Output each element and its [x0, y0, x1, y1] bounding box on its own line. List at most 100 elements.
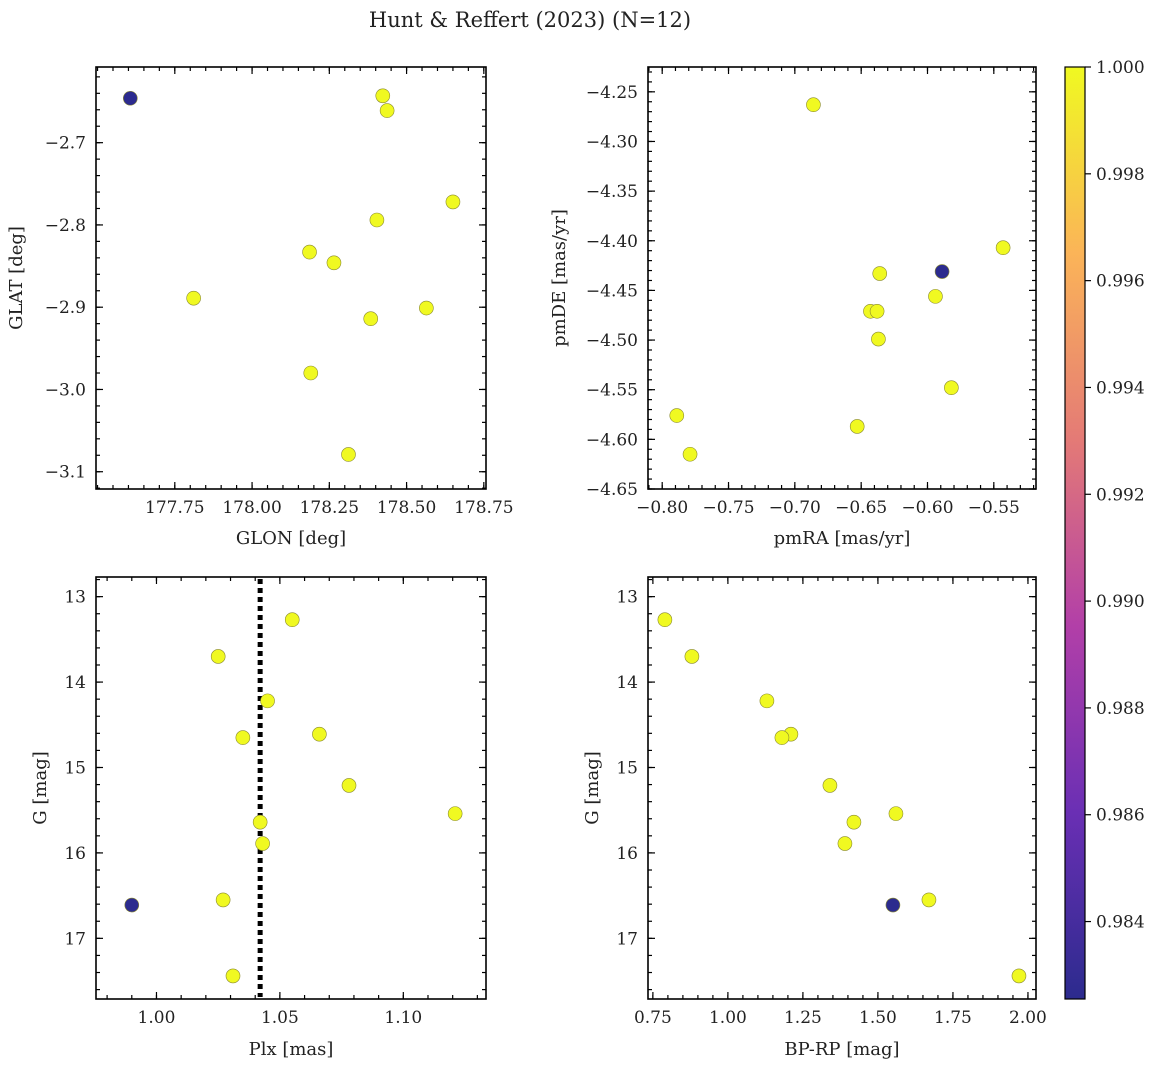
data-point [363, 311, 379, 327]
colorbar-tick-label: 0.996 [1096, 272, 1145, 292]
x-tick-label: 178.50 [377, 498, 436, 518]
data-point [375, 88, 391, 104]
y-axis-label: GLAT [deg] [6, 226, 27, 330]
x-tick-label: −0.55 [968, 498, 1020, 518]
panel-plx-g: 1.00 1.05 1.10 13 14 15 16 17 Plx [mas] G [mag] [30, 576, 487, 1060]
y-tick-label: −4.45 [586, 281, 638, 301]
axes-frame [95, 66, 487, 490]
x-tick-label: 178.25 [300, 498, 359, 518]
data-point [669, 408, 685, 423]
y-tick-label: 16 [616, 844, 638, 864]
x-tick-label: −0.65 [835, 498, 887, 518]
y-axis-label: pmDE [mas/yr] [549, 209, 570, 347]
x-axis-label: BP-RP [mag] [784, 1039, 899, 1060]
data-point [684, 649, 700, 664]
x-tick-label: −0.80 [636, 498, 688, 518]
y-tick-label: −2.7 [45, 134, 86, 154]
data-point [235, 730, 251, 745]
data-point [215, 892, 231, 908]
data-point [186, 290, 201, 306]
y-tick-label: 15 [64, 758, 86, 778]
x-tick-label: 1.10 [384, 1008, 422, 1028]
y-tick-label: −4.35 [586, 182, 638, 202]
data-point [682, 446, 698, 462]
data-point [341, 778, 357, 793]
data-point [447, 806, 463, 821]
colorbar: 0.984 0.986 0.988 0.990 0.992 0.994 0.996 0.998… [1064, 58, 1145, 1000]
y-tick-label: 17 [616, 929, 638, 949]
x-tick-label: 1.50 [859, 1008, 897, 1028]
data-point [1011, 968, 1027, 984]
figure-title: Hunt & Reffert (2023) (N=12) [369, 8, 691, 32]
data-point [255, 836, 270, 851]
y-tick-label: 13 [616, 588, 638, 608]
data-point [837, 836, 853, 851]
x-tick-label: 178.75 [454, 498, 513, 518]
colorbar-tick-label: 1.000 [1096, 58, 1145, 78]
colorbar-gradient [1064, 66, 1086, 1000]
y-tick-label: −4.50 [586, 331, 638, 351]
y-tick-label: −4.55 [586, 381, 638, 401]
data-point [871, 331, 886, 347]
colorbar-tick-label: 0.990 [1096, 592, 1145, 612]
data-point [759, 693, 775, 709]
x-axis-label: pmRA [mas/yr] [774, 528, 911, 549]
data-point [210, 649, 226, 664]
data-point [303, 365, 319, 381]
x-axis-label: GLON [deg] [236, 528, 346, 549]
x-tick-label: 1.00 [138, 1008, 176, 1028]
y-tick-label: −2.9 [45, 298, 86, 318]
data-point [806, 97, 821, 113]
panel-bprp-g: 0.75 1.00 1.25 1.50 1.75 2.00 13 14 15 16 17 BP-RP … [582, 576, 1047, 1060]
data-point [252, 814, 268, 830]
data-point [774, 730, 790, 745]
colorbar-tick-label: 0.992 [1096, 485, 1145, 505]
x-axis-label: Plx [mas] [249, 1039, 334, 1060]
y-tick-label: −4.60 [586, 430, 638, 450]
x-tick-label: 1.05 [261, 1008, 299, 1028]
data-point [302, 244, 317, 260]
y-tick-label: 14 [616, 673, 638, 693]
y-tick-label: 16 [64, 844, 86, 864]
axes-frame [647, 66, 1037, 490]
x-tick-label: 1.00 [709, 1008, 747, 1028]
data-point [326, 255, 342, 271]
y-tick-label: 13 [64, 588, 86, 608]
data-point [284, 612, 300, 628]
data-point [846, 814, 862, 830]
x-tick-label: 1.25 [784, 1008, 822, 1028]
colorbar-tick-label: 0.998 [1096, 165, 1145, 185]
y-tick-label: −2.8 [45, 216, 86, 236]
y-tick-label: −4.40 [586, 232, 638, 252]
y-tick-label: −3.1 [45, 463, 86, 483]
data-point [341, 447, 356, 462]
data-point [888, 806, 904, 821]
x-tick-label: −0.75 [702, 498, 754, 518]
x-tick-label: 1.75 [934, 1008, 972, 1028]
panel-pmra-pmde: −0.80 −0.75 −0.70 −0.65 −0.60 −0.55 −4.25 −4.30… [549, 66, 1037, 549]
y-tick-label: −3.0 [45, 380, 86, 400]
data-point [445, 194, 461, 210]
data-point [419, 300, 434, 316]
y-tick-label: −4.65 [586, 480, 638, 500]
y-tick-label: −4.30 [586, 132, 638, 152]
x-tick-label: 178.00 [222, 498, 281, 518]
data-point [995, 240, 1011, 256]
data-point [885, 897, 901, 913]
colorbar-tick-label: 0.988 [1096, 699, 1145, 719]
colorbar-tick-label: 0.986 [1096, 806, 1145, 826]
y-tick-label: 14 [64, 673, 86, 693]
data-point [928, 289, 943, 304]
data-point [369, 212, 385, 228]
y-tick-label: −4.25 [586, 83, 638, 103]
data-point [123, 90, 138, 106]
data-point [849, 419, 865, 434]
data-point [379, 103, 395, 118]
colorbar-tick-label: 0.994 [1096, 378, 1145, 398]
x-tick-label: 177.75 [145, 498, 204, 518]
axes-frame [95, 576, 487, 1000]
y-axis-label: G [mag] [30, 751, 51, 824]
x-tick-label: 2.00 [1009, 1008, 1047, 1028]
axes-frame [647, 576, 1037, 1000]
